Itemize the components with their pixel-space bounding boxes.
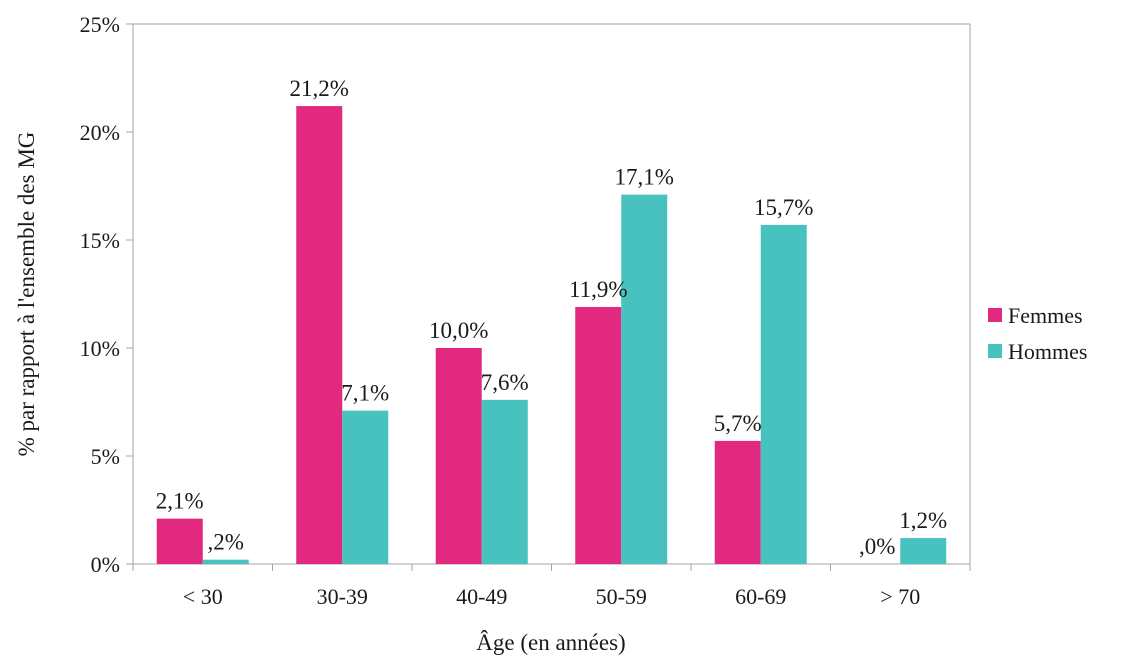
legend: Femmes Hommes bbox=[988, 303, 1087, 364]
bar-hommes bbox=[342, 410, 389, 564]
x-tick-label: 50-59 bbox=[596, 584, 647, 609]
legend-label: Hommes bbox=[1008, 339, 1087, 364]
bar-hommes bbox=[481, 399, 528, 564]
legend-swatch-femmes bbox=[988, 308, 1002, 322]
bar-hommes bbox=[202, 559, 249, 564]
data-label: 2,1% bbox=[156, 489, 204, 514]
legend-swatch-hommes bbox=[988, 344, 1002, 358]
x-axis: < 30 30-39 40-49 50-59 60-69 > 70 bbox=[132, 564, 971, 609]
bar-femmes bbox=[435, 348, 482, 564]
bar-femmes bbox=[714, 440, 761, 564]
y-tick-label: 10% bbox=[80, 336, 120, 361]
data-label: 21,2% bbox=[290, 76, 349, 101]
data-label: ,0% bbox=[859, 534, 895, 559]
plot-area bbox=[132, 23, 971, 565]
data-label: 15,7% bbox=[754, 195, 813, 220]
data-label: 17,1% bbox=[615, 165, 674, 190]
x-tick-label: 40-49 bbox=[456, 584, 507, 609]
data-label: ,2% bbox=[208, 530, 244, 555]
bar-femmes bbox=[296, 106, 343, 564]
y-axis-title: % par rapport à l'ensemble des MG bbox=[14, 132, 39, 457]
data-label: 10,0% bbox=[429, 318, 488, 343]
x-axis-title: Âge (en années) bbox=[476, 630, 625, 655]
x-tick-label: < 30 bbox=[183, 584, 223, 609]
bar-hommes bbox=[760, 224, 807, 564]
data-label: 7,6% bbox=[481, 370, 529, 395]
bar-femmes bbox=[575, 306, 622, 564]
y-axis: 0% 5% 10% 15% 20% 25% bbox=[80, 12, 133, 577]
bar-hommes bbox=[621, 194, 668, 564]
data-label: 11,9% bbox=[569, 277, 628, 302]
data-label: 5,7% bbox=[714, 411, 762, 436]
legend-label: Femmes bbox=[1008, 303, 1083, 328]
y-tick-label: 25% bbox=[80, 12, 120, 37]
y-tick-label: 5% bbox=[91, 444, 120, 469]
y-tick-label: 20% bbox=[80, 120, 120, 145]
x-tick-label: 60-69 bbox=[735, 584, 786, 609]
bar-femmes bbox=[156, 518, 203, 564]
y-tick-label: 0% bbox=[91, 552, 120, 577]
data-label: 7,1% bbox=[341, 381, 389, 406]
x-tick-label: > 70 bbox=[880, 584, 920, 609]
data-labels: 2,1%,2% 21,2% 7,1% 10,0% 7,6% 11,9% 17,1% 5,7% 1… bbox=[156, 76, 947, 559]
x-tick-label: 30-39 bbox=[317, 584, 368, 609]
bar-hommes bbox=[900, 538, 947, 564]
bars bbox=[156, 106, 947, 564]
y-tick-label: 15% bbox=[80, 228, 120, 253]
data-label: 1,2% bbox=[899, 508, 947, 533]
